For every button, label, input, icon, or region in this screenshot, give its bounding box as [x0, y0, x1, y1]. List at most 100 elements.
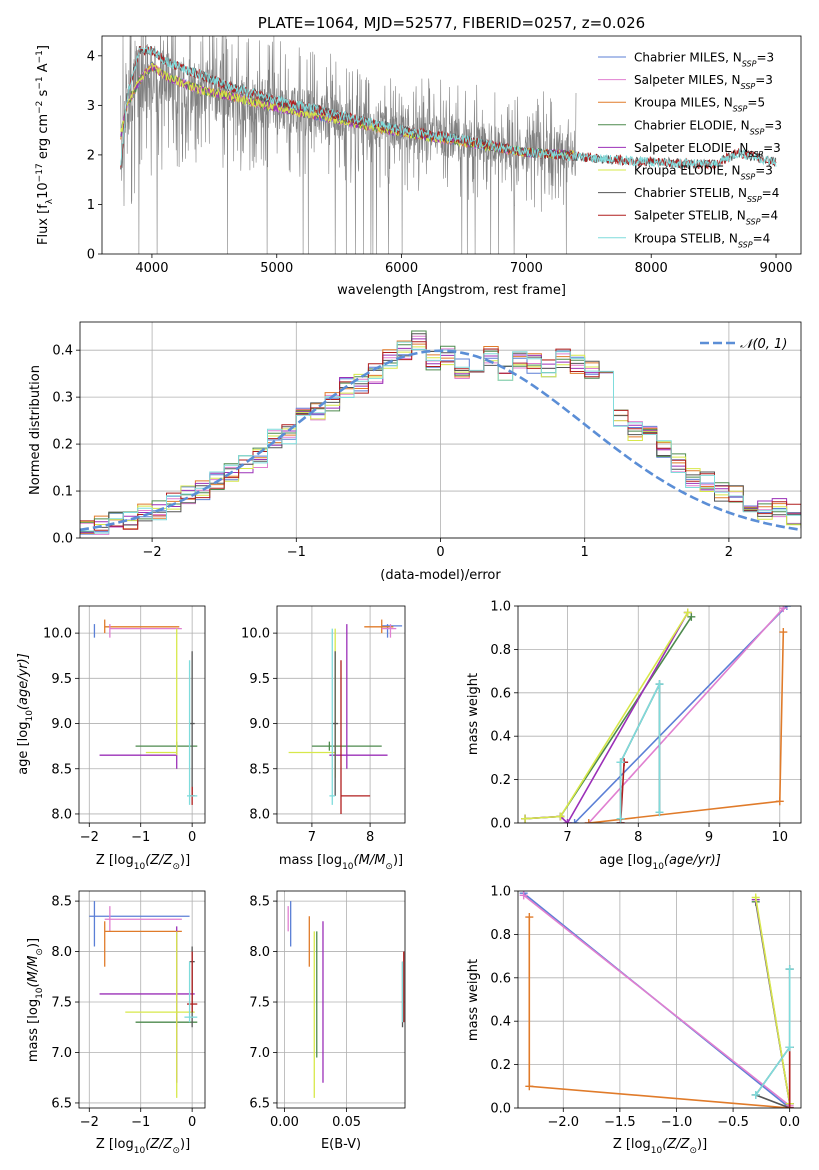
y-tick-label: 8.0 — [51, 807, 72, 822]
age-vs-mass-x-label-part: mass [log — [279, 853, 342, 868]
y-tick-label: 0.2 — [52, 438, 73, 453]
y-tick-label: 6.5 — [249, 1096, 270, 1111]
y-tick-label: 0.8 — [490, 643, 511, 658]
weight-marker — [751, 893, 760, 902]
errorbar-point — [340, 660, 371, 814]
y-tick-label: 2 — [87, 148, 95, 163]
y-tick-label: 4 — [87, 49, 95, 64]
legend-label-part: , N — [725, 51, 742, 65]
legend-label-part: = — [753, 231, 763, 245]
mass-vs-EBV-x-label: E(B-V) — [321, 1137, 361, 1152]
spectrum-y-label-part: Flux [f — [36, 204, 51, 245]
axes-frame — [101, 35, 802, 255]
spectrum-y-label-part: −17 — [35, 163, 45, 182]
x-tick-label: −1.0 — [661, 1115, 693, 1130]
spectrum-y-label-part: erg cm — [36, 114, 51, 163]
axes-frame — [276, 890, 406, 1109]
y-tick-label: 8.5 — [249, 762, 270, 777]
legend-label-part: 4 — [772, 186, 780, 200]
y-tick-label: 0.4 — [52, 344, 73, 359]
weight-marker — [616, 814, 625, 823]
histogram-chabrier-elodie — [80, 330, 801, 525]
spectrum-x-label: wavelength [Angstrom, rest frame] — [337, 283, 566, 298]
legend-label-part: Chabrier ELODIE — [634, 118, 733, 132]
massweight-vs-age-x-label-part: 10 — [652, 862, 664, 872]
residuals-x-label: (data-model)/error — [380, 568, 501, 583]
legend-label-part: SSP — [748, 149, 763, 158]
axes-spectrum: 4000 5000 6000 7000 8000 9000 0 1 2 3 4 — [87, 35, 802, 276]
x-tick-label: 1 — [581, 545, 589, 560]
mass-vs-Z-x-label-part: (Z/Z — [145, 1137, 173, 1152]
y-tick-label: 1 — [87, 198, 95, 213]
plot-area — [120, 36, 777, 254]
axes-mass-vs-EBV: 0.00 0.05 6.5 7.0 7.5 8.0 8.5 — [249, 890, 406, 1130]
legend-label-part: = — [747, 96, 757, 110]
legend-label: Kroupa ELODIE, NSSP=3 — [634, 164, 773, 182]
y-tick-label: 9.0 — [249, 717, 270, 732]
histogram-chabrier-miles — [80, 348, 801, 535]
mass-vs-Z-x-label-part: 10 — [134, 1146, 146, 1156]
legend-label-part: 3 — [773, 141, 781, 155]
spectrum-y-label-part: −1 — [35, 50, 45, 63]
legend-label-part: 3 — [767, 51, 775, 65]
y-tick-label: 0.4 — [490, 730, 511, 745]
legend-label: Salpeter ELODIE, NSSP=3 — [634, 141, 781, 159]
age-vs-Z-y-label-part: 10 — [25, 710, 35, 722]
y-tick-label: 0.4 — [490, 1015, 511, 1030]
x-tick-label: 5000 — [260, 261, 293, 276]
massweight-vs-Z-x-label: Z [log10(Z/Z⊙)] — [613, 1137, 707, 1156]
y-tick-label: 0.2 — [490, 1058, 511, 1073]
mass-vs-Z-y-label-part: 10 — [35, 987, 45, 999]
legend-label-part: SSP — [741, 172, 756, 181]
y-tick-label: 0.6 — [490, 686, 511, 701]
x-tick-label: −2 — [80, 830, 99, 845]
weight-marker — [584, 819, 593, 823]
x-tick-label: 6000 — [385, 261, 418, 276]
weight-marker — [779, 606, 788, 613]
legend-label-part: Kroupa MILES — [634, 96, 716, 110]
y-tick-label: 0.0 — [490, 1102, 511, 1117]
age-vs-Z-y-label-part: age [log — [16, 722, 31, 775]
errorbar-point — [184, 961, 198, 1023]
massweight-vs-Z-x-label-part: (Z/Z — [662, 1137, 690, 1152]
axes-mass-vs-Z: −2 −1 0 6.5 7.0 7.5 8.0 8.5 — [51, 890, 206, 1130]
x-tick-label: −1.5 — [604, 1115, 636, 1130]
legend-label-part: Salpeter ELODIE — [634, 141, 732, 155]
legend-label-part: = — [762, 186, 772, 200]
legend-label-part: , N — [729, 209, 746, 223]
residuals-y-label: Normed distribution — [28, 365, 43, 495]
x-tick-label: 2 — [725, 545, 733, 560]
histogram-kroupa-miles — [80, 340, 801, 534]
axes-frame — [517, 890, 802, 1109]
axes-massweight-vs-age: 7 8 9 10 0.0 0.2 0.4 0.6 0.8 1.0 — [490, 600, 802, 845]
legend-label-part: , N — [732, 141, 749, 155]
mass-vs-Z-y-label-part: (M/M — [26, 956, 41, 988]
x-tick-label: 8 — [634, 830, 642, 845]
histogram-kroupa-elodie — [80, 346, 801, 526]
massweight-vs-age-x-label: age [log10(age/yr)] — [599, 853, 721, 872]
x-tick-label: 8000 — [635, 261, 668, 276]
weight-line-kroupa-elodie — [754, 897, 791, 1104]
x-tick-label: 0 — [188, 830, 196, 845]
y-tick-label: 0.3 — [52, 391, 73, 406]
mass-vs-Z-x-label-part: Z [log — [96, 1137, 134, 1152]
massweight-vs-Z-x-label-part: Z [log — [613, 1137, 651, 1152]
x-tick-label: −1 — [287, 545, 306, 560]
weight-marker — [785, 1043, 794, 1052]
legend-label-part: 3 — [765, 73, 773, 87]
age-vs-mass-x-label-part: 10 — [342, 862, 354, 872]
x-tick-label: 0.00 — [270, 1115, 299, 1130]
errorbar-point — [332, 651, 339, 796]
x-tick-label: 0.05 — [332, 1115, 361, 1130]
age-vs-mass-x-label: mass [log10(M/M⊙)] — [279, 853, 403, 872]
spectrum-y-label-part: 10 — [36, 182, 51, 199]
legend-label: Kroupa MILES, NSSP=5 — [634, 96, 765, 114]
weight-marker — [785, 1104, 794, 1108]
x-tick-label: 9000 — [759, 261, 792, 276]
y-tick-label: 0.0 — [52, 532, 73, 547]
age-vs-Z-x-label-part: (Z/Z — [145, 853, 173, 868]
legend-label-part: Salpeter STELIB — [634, 209, 729, 223]
legend-label: Chabrier MILES, NSSP=3 — [634, 51, 774, 69]
age-vs-mass-x-label-part: (M/M — [354, 853, 386, 868]
legend-label-part: , N — [730, 186, 747, 200]
